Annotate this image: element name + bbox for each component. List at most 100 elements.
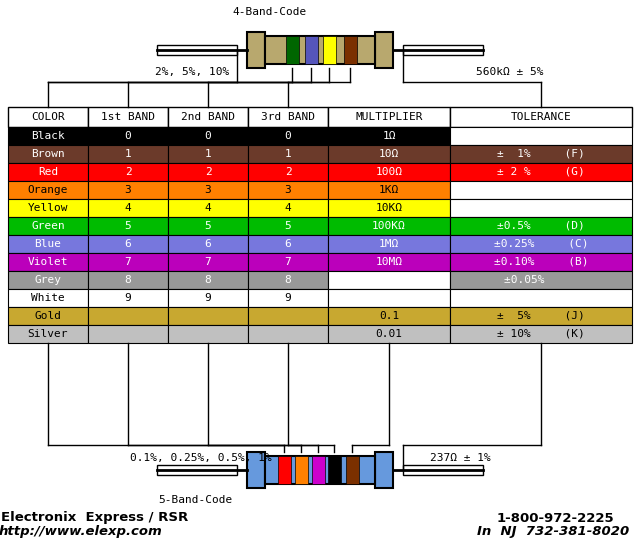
- Bar: [248, 235, 328, 253]
- Text: Electronix  Express / RSR: Electronix Express / RSR: [1, 511, 189, 525]
- Text: Silver: Silver: [28, 329, 68, 339]
- Text: In  NJ  732-381-8020: In NJ 732-381-8020: [477, 525, 629, 538]
- Bar: [247, 452, 265, 488]
- Text: 10Ω: 10Ω: [379, 149, 399, 159]
- Text: Green: Green: [31, 221, 65, 231]
- Bar: [168, 307, 248, 325]
- Bar: [8, 107, 88, 127]
- Bar: [403, 45, 483, 55]
- Bar: [8, 271, 88, 289]
- Text: 2: 2: [125, 167, 131, 177]
- Bar: [248, 325, 328, 343]
- Text: 5: 5: [285, 221, 291, 231]
- Bar: [328, 181, 450, 199]
- Bar: [8, 307, 88, 325]
- Text: COLOR: COLOR: [31, 112, 65, 122]
- Text: 4: 4: [205, 203, 211, 213]
- Bar: [168, 107, 248, 127]
- Bar: [88, 181, 168, 199]
- Bar: [168, 325, 248, 343]
- Bar: [450, 289, 632, 307]
- Bar: [8, 145, 88, 163]
- Text: 3rd BAND: 3rd BAND: [261, 112, 315, 122]
- Text: 4: 4: [125, 203, 131, 213]
- Text: 237Ω ± 1%: 237Ω ± 1%: [430, 453, 491, 463]
- Bar: [344, 36, 357, 64]
- Bar: [168, 253, 248, 271]
- Bar: [295, 456, 308, 484]
- Bar: [8, 127, 88, 145]
- Text: 9: 9: [205, 293, 211, 303]
- Text: 1-800-972-2225: 1-800-972-2225: [496, 511, 614, 525]
- Bar: [450, 145, 632, 163]
- Bar: [328, 307, 450, 325]
- Text: 8: 8: [205, 275, 211, 285]
- Text: ±0.5%     (D): ±0.5% (D): [497, 221, 585, 231]
- Bar: [328, 163, 450, 181]
- Bar: [265, 456, 375, 484]
- Bar: [248, 199, 328, 217]
- Text: MULTIPLIER: MULTIPLIER: [355, 112, 423, 122]
- Bar: [248, 217, 328, 235]
- Bar: [450, 253, 632, 271]
- Bar: [157, 465, 237, 475]
- Bar: [248, 289, 328, 307]
- Text: 9: 9: [285, 293, 291, 303]
- Text: 2: 2: [205, 167, 211, 177]
- Text: 2: 2: [285, 167, 291, 177]
- Text: 1: 1: [285, 149, 291, 159]
- Bar: [375, 452, 393, 488]
- Text: 1MΩ: 1MΩ: [379, 239, 399, 249]
- Bar: [8, 199, 88, 217]
- Text: ±0.10%     (B): ±0.10% (B): [493, 257, 588, 267]
- Text: Red: Red: [38, 167, 58, 177]
- Text: ± 10%     (K): ± 10% (K): [497, 329, 585, 339]
- Text: 8: 8: [125, 275, 131, 285]
- Bar: [88, 271, 168, 289]
- Bar: [88, 325, 168, 343]
- Text: 3: 3: [285, 185, 291, 195]
- Bar: [88, 235, 168, 253]
- Bar: [286, 36, 299, 64]
- Bar: [157, 45, 237, 55]
- Text: 3: 3: [125, 185, 131, 195]
- Text: Black: Black: [31, 131, 65, 141]
- Bar: [88, 289, 168, 307]
- Bar: [248, 271, 328, 289]
- Text: Blue: Blue: [35, 239, 61, 249]
- Bar: [248, 181, 328, 199]
- Bar: [168, 235, 248, 253]
- Text: ±0.25%     (C): ±0.25% (C): [493, 239, 588, 249]
- Text: 10MΩ: 10MΩ: [376, 257, 403, 267]
- Bar: [88, 107, 168, 127]
- Bar: [278, 456, 291, 484]
- Bar: [248, 163, 328, 181]
- Text: 5: 5: [125, 221, 131, 231]
- Text: White: White: [31, 293, 65, 303]
- Bar: [328, 199, 450, 217]
- Bar: [450, 181, 632, 199]
- Bar: [328, 253, 450, 271]
- Text: 7: 7: [285, 257, 291, 267]
- Bar: [328, 217, 450, 235]
- Bar: [168, 163, 248, 181]
- Bar: [305, 36, 318, 64]
- Text: 6: 6: [205, 239, 211, 249]
- Bar: [328, 325, 450, 343]
- Bar: [88, 127, 168, 145]
- Text: 5-Band-Code: 5-Band-Code: [158, 495, 232, 505]
- Bar: [450, 271, 632, 289]
- Bar: [450, 235, 632, 253]
- Bar: [8, 325, 88, 343]
- Bar: [88, 253, 168, 271]
- Bar: [450, 107, 632, 127]
- Text: 560kΩ ± 5%: 560kΩ ± 5%: [476, 67, 543, 77]
- Text: http://www.elexp.com: http://www.elexp.com: [0, 525, 162, 538]
- Text: Yellow: Yellow: [28, 203, 68, 213]
- Bar: [450, 325, 632, 343]
- Bar: [8, 181, 88, 199]
- Text: 1Ω: 1Ω: [382, 131, 396, 141]
- Text: 0: 0: [205, 131, 211, 141]
- Bar: [168, 181, 248, 199]
- Text: ±  1%     (F): ± 1% (F): [497, 149, 585, 159]
